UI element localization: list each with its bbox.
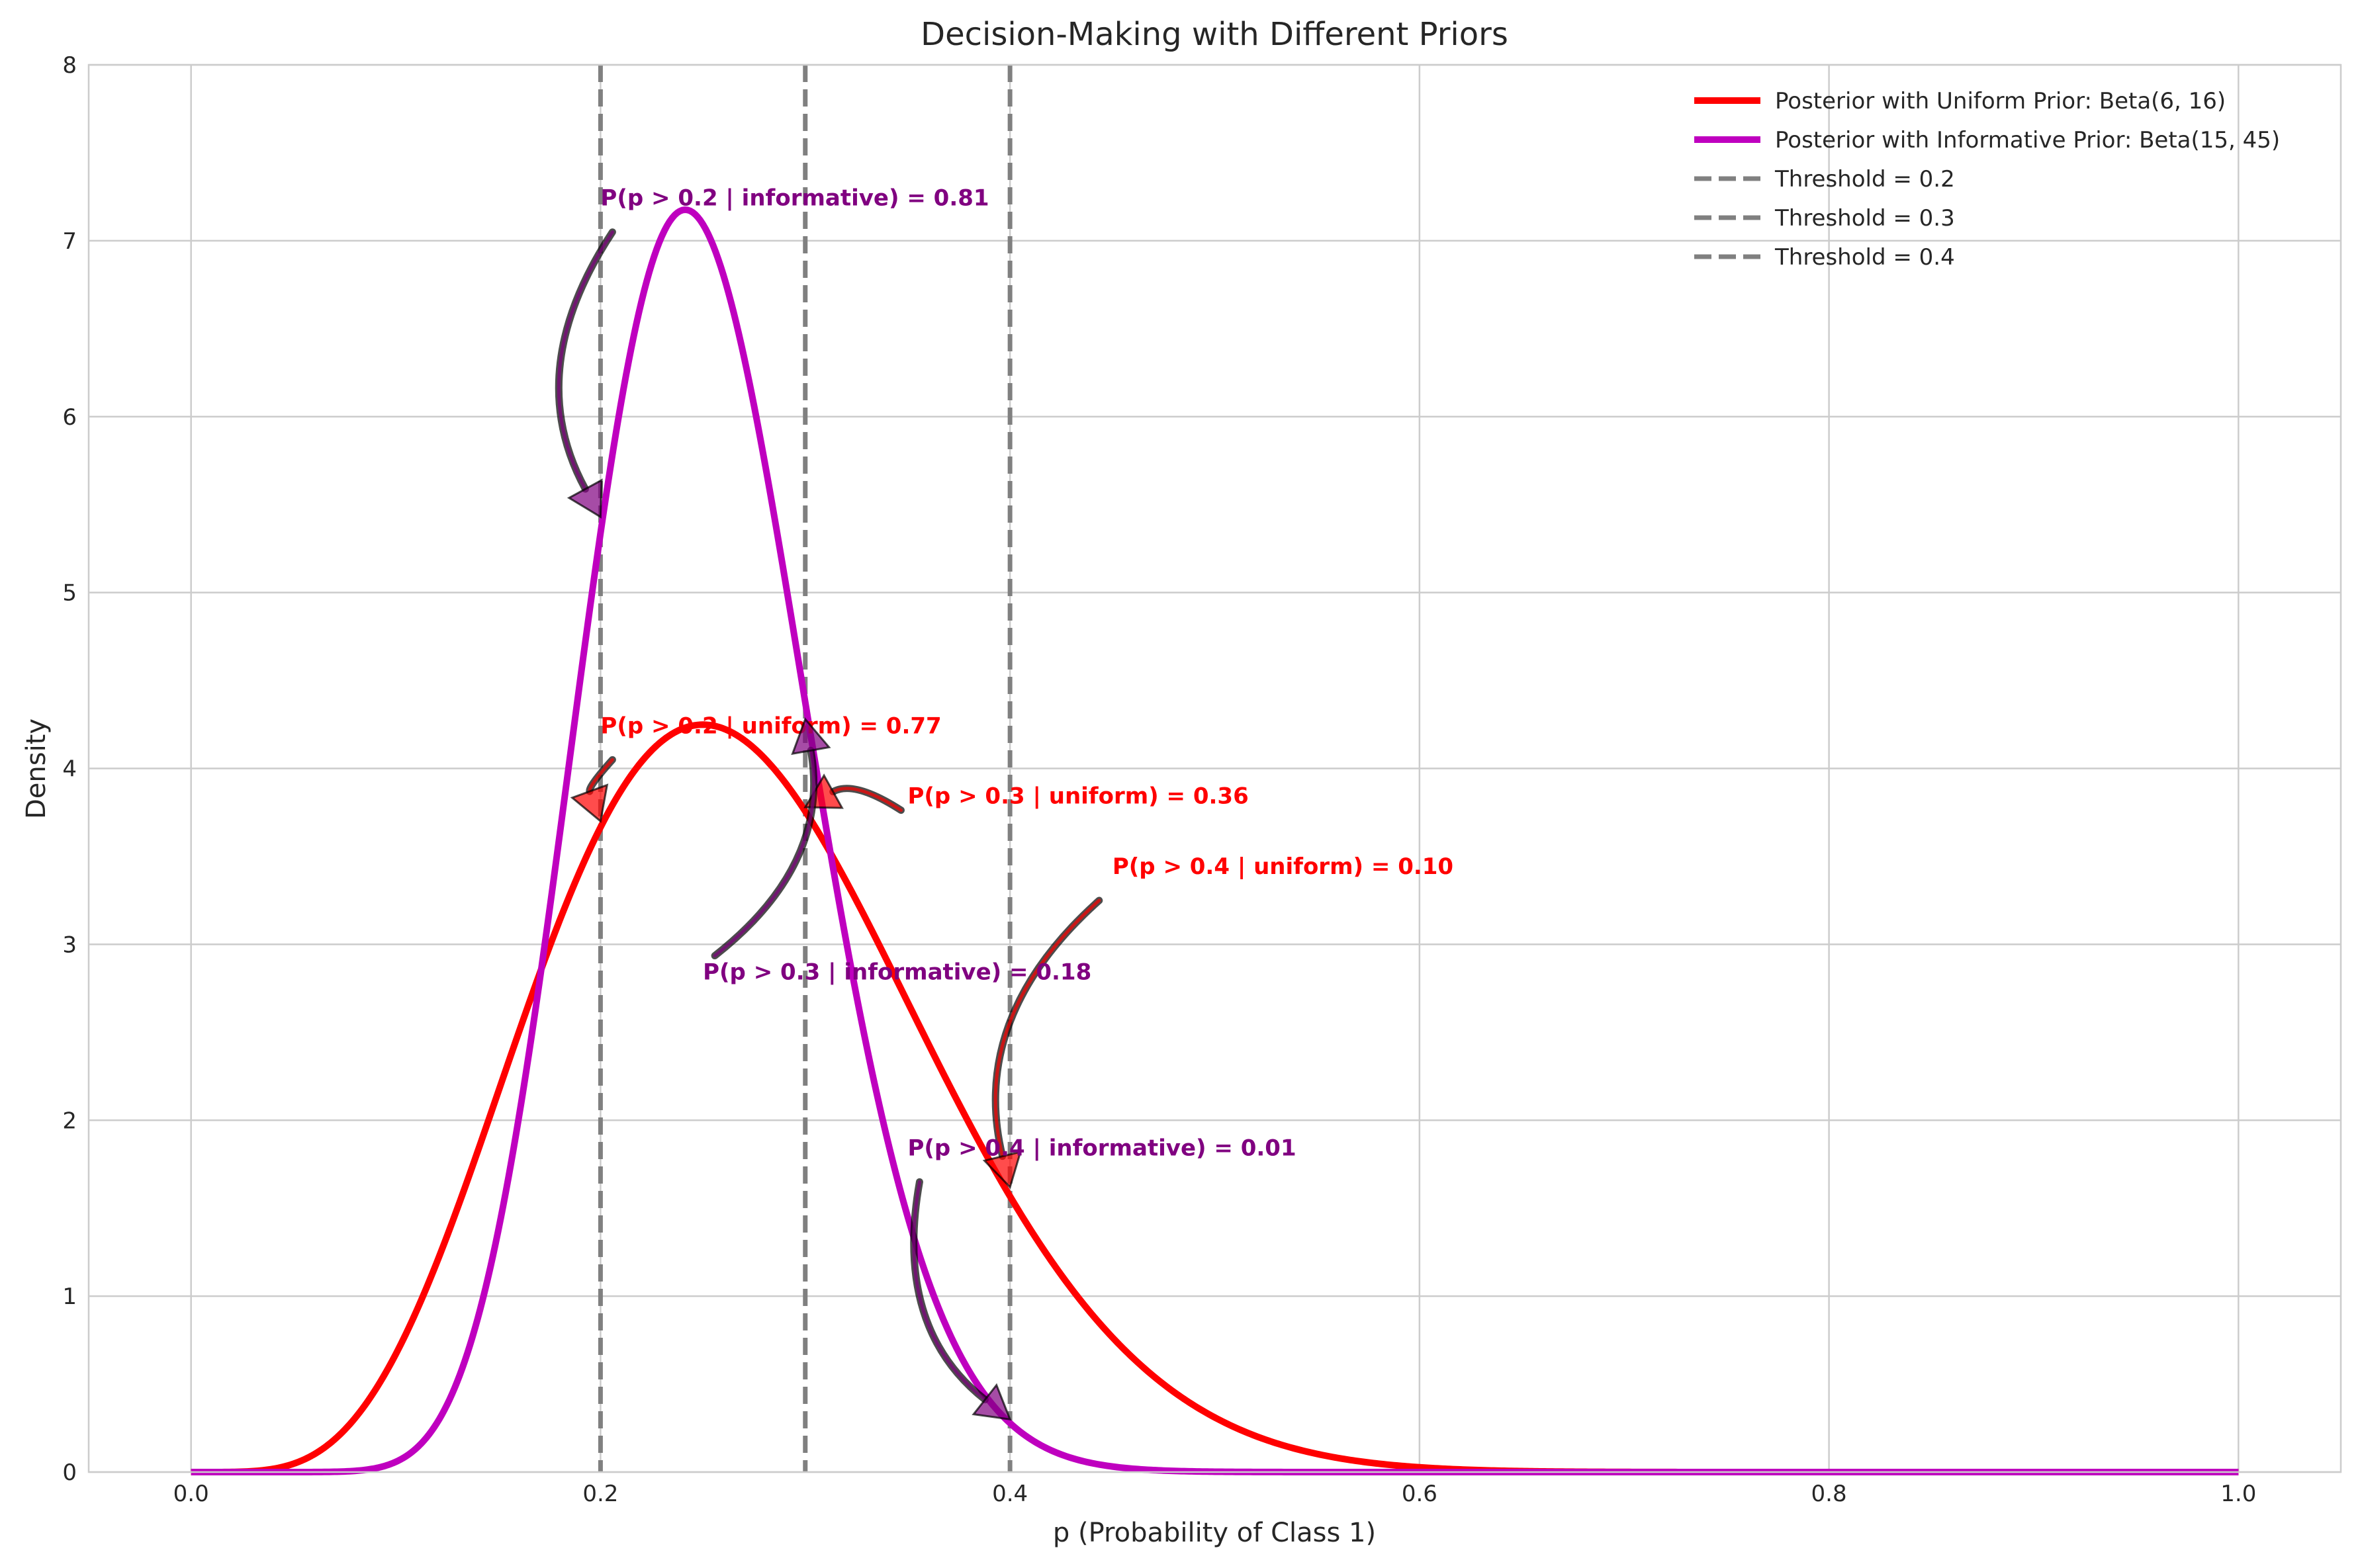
annotations: P(p > 0.2 | informative) = 0.81 P(p > 0.2…: [555, 185, 1453, 1421]
annotation-arrow-head: [972, 1383, 1012, 1421]
annotation-label: P(p > 0.2 | informative) = 0.81: [600, 185, 989, 212]
tick-labels: 0.0 0.2 0.4 0.6 0.8 1.0 0 1 2 3 4 5 6 7 8: [62, 52, 2256, 1507]
annotation: P(p > 0.3 | informative) = 0.18: [703, 717, 1091, 986]
annotation-label: P(p > 0.3 | informative) = 0.18: [703, 959, 1091, 986]
annotation-label: P(p > 0.4 | informative) = 0.01: [907, 1135, 1296, 1161]
annotation: P(p > 0.4 | uniform) = 0.10: [982, 853, 1453, 1190]
y-tick-label: 8: [62, 52, 77, 79]
x-tick-label: 0.2: [582, 1481, 618, 1507]
annotation-label: P(p > 0.4 | uniform) = 0.10: [1113, 853, 1453, 880]
annotation-arrow-head: [791, 717, 831, 756]
y-axis-label: Density: [21, 719, 52, 819]
x-tick-label: 0.6: [1402, 1481, 1437, 1507]
legend-label: Threshold = 0.2: [1774, 166, 1955, 193]
x-tick-label: 1.0: [2220, 1481, 2256, 1507]
y-tick-label: 2: [62, 1108, 77, 1134]
y-tick-label: 1: [62, 1284, 77, 1310]
annotation: P(p > 0.2 | uniform) = 0.77: [570, 713, 942, 824]
legend-item: Posterior with Informative Prior: Beta(1…: [1694, 127, 2280, 153]
plot-frame: [87, 64, 2342, 1473]
annotation-label: P(p > 0.3 | uniform) = 0.36: [907, 783, 1248, 810]
annotation-arrow-shaft: [713, 748, 816, 958]
y-tick-label: 5: [62, 580, 77, 607]
legend: Posterior with Uniform Prior: Beta(6, 16…: [1694, 88, 2280, 271]
x-tick-label: 0.8: [1811, 1481, 1847, 1507]
legend-item: Posterior with Uniform Prior: Beta(6, 16…: [1694, 88, 2226, 114]
annotation-arrow-shaft: [557, 230, 614, 491]
y-tick-label: 0: [62, 1459, 77, 1486]
annotation: P(p > 0.4 | informative) = 0.01: [907, 1135, 1296, 1421]
annotation: P(p > 0.2 | informative) = 0.81: [555, 185, 989, 519]
y-tick-label: 7: [62, 228, 77, 255]
legend-item: Threshold = 0.3: [1694, 205, 1955, 232]
annotation-arrow-head: [570, 783, 609, 824]
annotation: P(p > 0.3 | uniform) = 0.36: [803, 773, 1249, 814]
x-tick-label: 0.0: [173, 1481, 209, 1507]
annotation-arrow-shaft: [993, 898, 1101, 1158]
y-tick-label: 4: [62, 756, 77, 783]
annotation-arrow-shaft: [831, 787, 903, 812]
chart-title: Decision-Making with Different Priors: [921, 16, 1508, 53]
annotation-arrow-head: [567, 478, 603, 519]
legend-label: Threshold = 0.3: [1774, 205, 1955, 232]
annotation-arrow-shaft: [912, 1180, 987, 1402]
x-tick-label: 0.4: [992, 1481, 1028, 1507]
x-axis-label: p (Probability of Class 1): [1053, 1518, 1376, 1548]
annotation-arrow-head: [982, 1150, 1022, 1190]
legend-label: Posterior with Informative Prior: Beta(1…: [1775, 127, 2280, 153]
threshold-lines: [598, 65, 1013, 1472]
y-tick-label: 6: [62, 404, 77, 431]
legend-item: Threshold = 0.2: [1694, 166, 1955, 193]
legend-label: Threshold = 0.4: [1774, 244, 1955, 271]
y-tick-label: 3: [62, 932, 77, 958]
annotation-label: P(p > 0.2 | uniform) = 0.77: [600, 713, 941, 739]
legend-label: Posterior with Uniform Prior: Beta(6, 16…: [1775, 88, 2226, 114]
legend-item: Threshold = 0.4: [1694, 244, 1955, 271]
